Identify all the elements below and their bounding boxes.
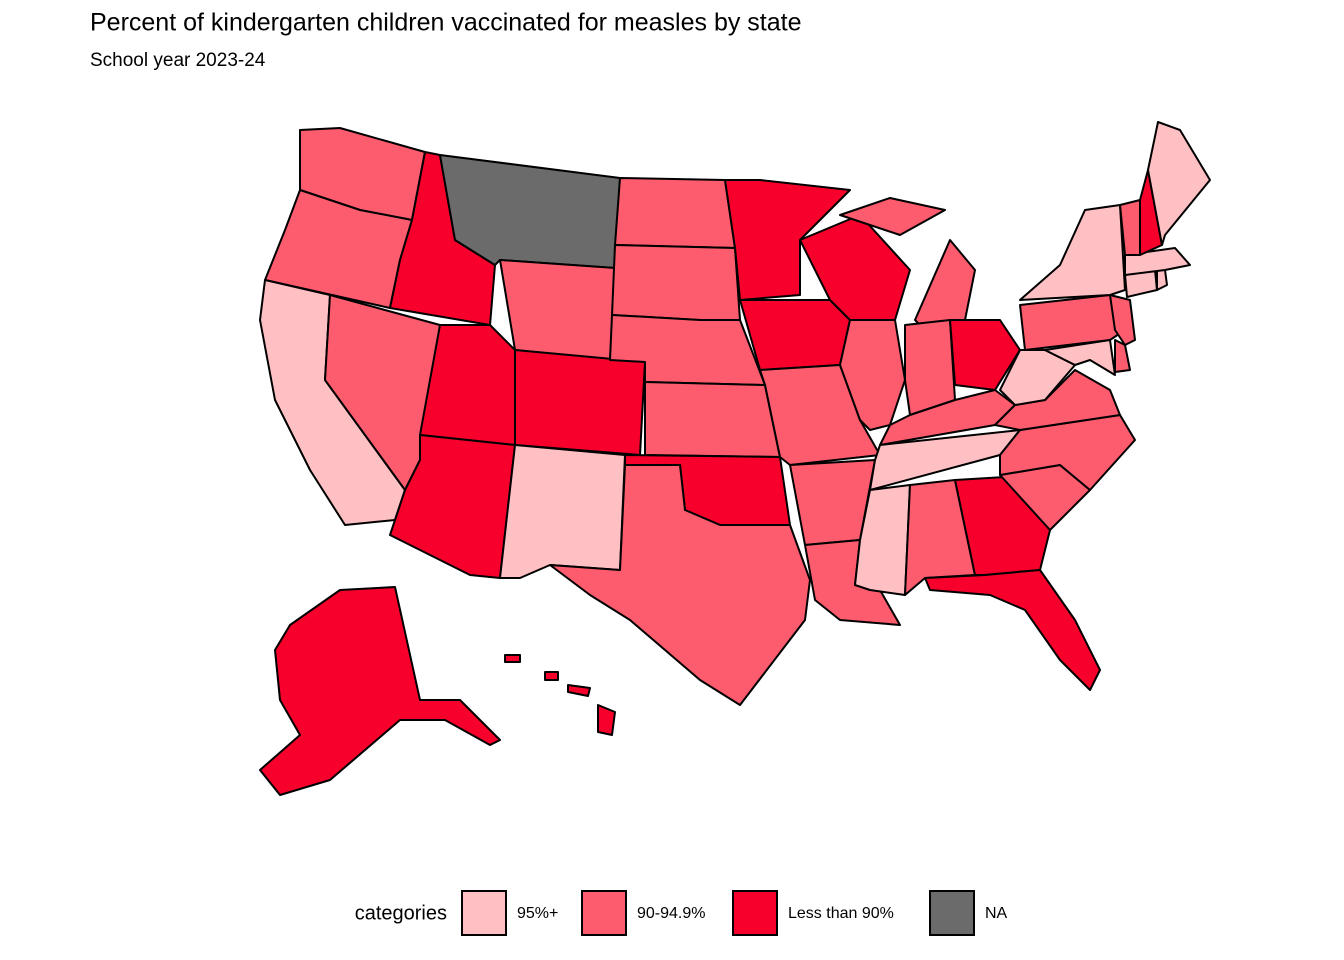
region <box>611 244 741 321</box>
region <box>904 319 956 416</box>
legend-swatch <box>461 890 507 936</box>
region <box>514 349 646 456</box>
legend-swatch <box>732 890 778 936</box>
legend-title: categories <box>355 902 447 924</box>
legend-swatch <box>581 890 627 936</box>
map-subtitle: School year 2023-24 <box>90 50 266 71</box>
region <box>949 319 1021 391</box>
region <box>724 179 851 301</box>
region <box>1156 269 1168 291</box>
region <box>869 429 1021 491</box>
map-title: Percent of kindergarten children vaccina… <box>90 9 802 37</box>
region <box>499 444 626 579</box>
region <box>879 389 1016 446</box>
region <box>1044 339 1116 376</box>
legend-swatch <box>929 890 975 936</box>
regions <box>259 121 1211 796</box>
region <box>1114 339 1131 373</box>
region <box>499 259 616 361</box>
region <box>259 586 501 796</box>
legend: 95%+ 90-94.9% Less than 90% NA <box>461 890 1008 936</box>
legend-label: Less than 90% <box>788 905 894 922</box>
region <box>924 569 1101 691</box>
region <box>1147 121 1211 246</box>
legend-label: NA <box>985 905 1008 922</box>
region <box>839 319 906 431</box>
region <box>1109 294 1136 346</box>
legend-label: 95%+ <box>517 905 558 922</box>
region <box>739 299 851 371</box>
region <box>504 654 616 736</box>
region <box>614 177 736 249</box>
region <box>549 464 811 706</box>
region <box>644 381 781 458</box>
legend-label: 90-94.9% <box>637 905 706 922</box>
region <box>1019 204 1126 301</box>
